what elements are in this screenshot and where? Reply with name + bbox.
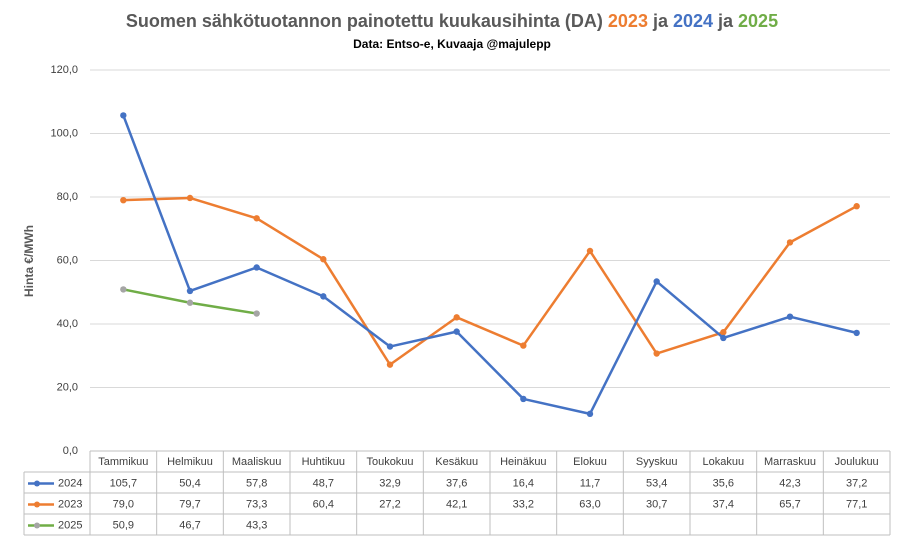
point [320, 293, 327, 300]
legend-marker [34, 501, 40, 508]
point [786, 239, 794, 246]
legend-marker [34, 480, 40, 487]
x-tick-label: Marraskuu [764, 456, 816, 468]
table-value: 77,1 [846, 498, 867, 510]
point [520, 342, 527, 349]
point [720, 329, 727, 336]
table-value: 60,4 [313, 498, 334, 510]
point [586, 247, 594, 255]
subtitle: Data: Entso-e, Kuvaaja @majulepp [353, 37, 551, 51]
x-tick-label: Lokakuu [703, 456, 745, 468]
y-tick-label: 40,0 [57, 318, 78, 330]
title-part: ja [652, 11, 669, 31]
table-value: 79,0 [113, 498, 134, 510]
table-value: 33,2 [513, 498, 534, 510]
x-tick-label: Kesäkuu [435, 456, 478, 468]
point [120, 286, 127, 293]
point [453, 328, 460, 335]
title-part: 2024 [673, 11, 713, 31]
table-value: 16,4 [513, 477, 534, 489]
point [186, 287, 194, 295]
point [653, 350, 660, 357]
x-tick-label: Heinäkuu [500, 456, 546, 468]
y-tick-label: 100,0 [50, 127, 78, 139]
table-value: 53,4 [646, 477, 667, 489]
title-part: 2025 [738, 11, 778, 31]
series-line [123, 196, 858, 366]
table-value: 32,9 [379, 477, 400, 489]
table-value: 63,0 [579, 498, 600, 510]
table-value: 35,6 [713, 477, 734, 489]
x-tick-label: Huhtikuu [302, 456, 345, 468]
table-value: 11,7 [580, 477, 601, 489]
x-tick-label: Syyskuu [636, 456, 678, 468]
y-tick-label: 60,0 [57, 254, 78, 266]
table-value: 73,3 [246, 498, 267, 510]
table-value: 50,4 [179, 477, 200, 489]
point [120, 112, 127, 119]
legend-label: 2024 [58, 477, 82, 489]
y-tick-label: 120,0 [50, 64, 78, 76]
series-line [122, 114, 857, 416]
point [186, 299, 194, 306]
y-axis-label: Hinta €/MWh [22, 225, 36, 297]
x-tick-label: Tammikuu [98, 456, 148, 468]
table-value: 50,9 [113, 519, 134, 531]
x-tick-label: Elokuu [573, 456, 607, 468]
point [786, 313, 794, 320]
legend-label: 2025 [58, 519, 82, 531]
legend-marker [34, 522, 40, 529]
x-tick-label: Helmikuu [167, 456, 213, 468]
point [453, 314, 460, 321]
y-tick-label: 80,0 [57, 191, 78, 203]
table-value: 48,7 [313, 477, 334, 489]
table-value: 30,7 [646, 498, 667, 510]
x-tick-label: Joulukuu [835, 456, 879, 468]
table-value: 37,4 [713, 498, 734, 510]
point [653, 278, 660, 285]
legend-label: 2023 [58, 498, 82, 510]
table-value: 43,3 [246, 519, 267, 531]
point [586, 410, 594, 418]
chart-title: Suomen sähkötuotannon painotettu kuukaus… [126, 11, 778, 31]
table-value: 27,2 [379, 498, 400, 510]
point [386, 361, 394, 368]
point [853, 329, 860, 337]
title-part: 2023 [608, 11, 648, 31]
y-tick-label: 20,0 [57, 381, 78, 393]
x-tick-label: Toukokuu [366, 456, 413, 468]
title-part: ja [717, 11, 734, 31]
y-tick-label: 0,0 [63, 445, 78, 457]
table-value: 37,6 [446, 477, 467, 489]
point [520, 395, 527, 403]
table-value: 42,1 [446, 498, 467, 510]
table-value: 42,3 [779, 477, 800, 489]
point [320, 256, 327, 263]
table-value: 65,7 [779, 498, 800, 510]
point [853, 203, 860, 210]
table-value: 57,8 [246, 477, 267, 489]
table-value: 105,7 [110, 477, 138, 489]
table-value: 46,7 [179, 519, 200, 531]
table-value: 79,7 [179, 498, 200, 510]
point [253, 264, 260, 271]
point [253, 310, 260, 317]
point [186, 194, 194, 202]
point [386, 343, 394, 350]
title-part: Suomen sähkötuotannon painotettu kuukaus… [126, 11, 603, 31]
point [720, 334, 727, 342]
point [120, 196, 127, 204]
point [253, 215, 260, 222]
table-value: 37,2 [846, 477, 867, 489]
x-tick-label: Maaliskuu [232, 456, 282, 468]
